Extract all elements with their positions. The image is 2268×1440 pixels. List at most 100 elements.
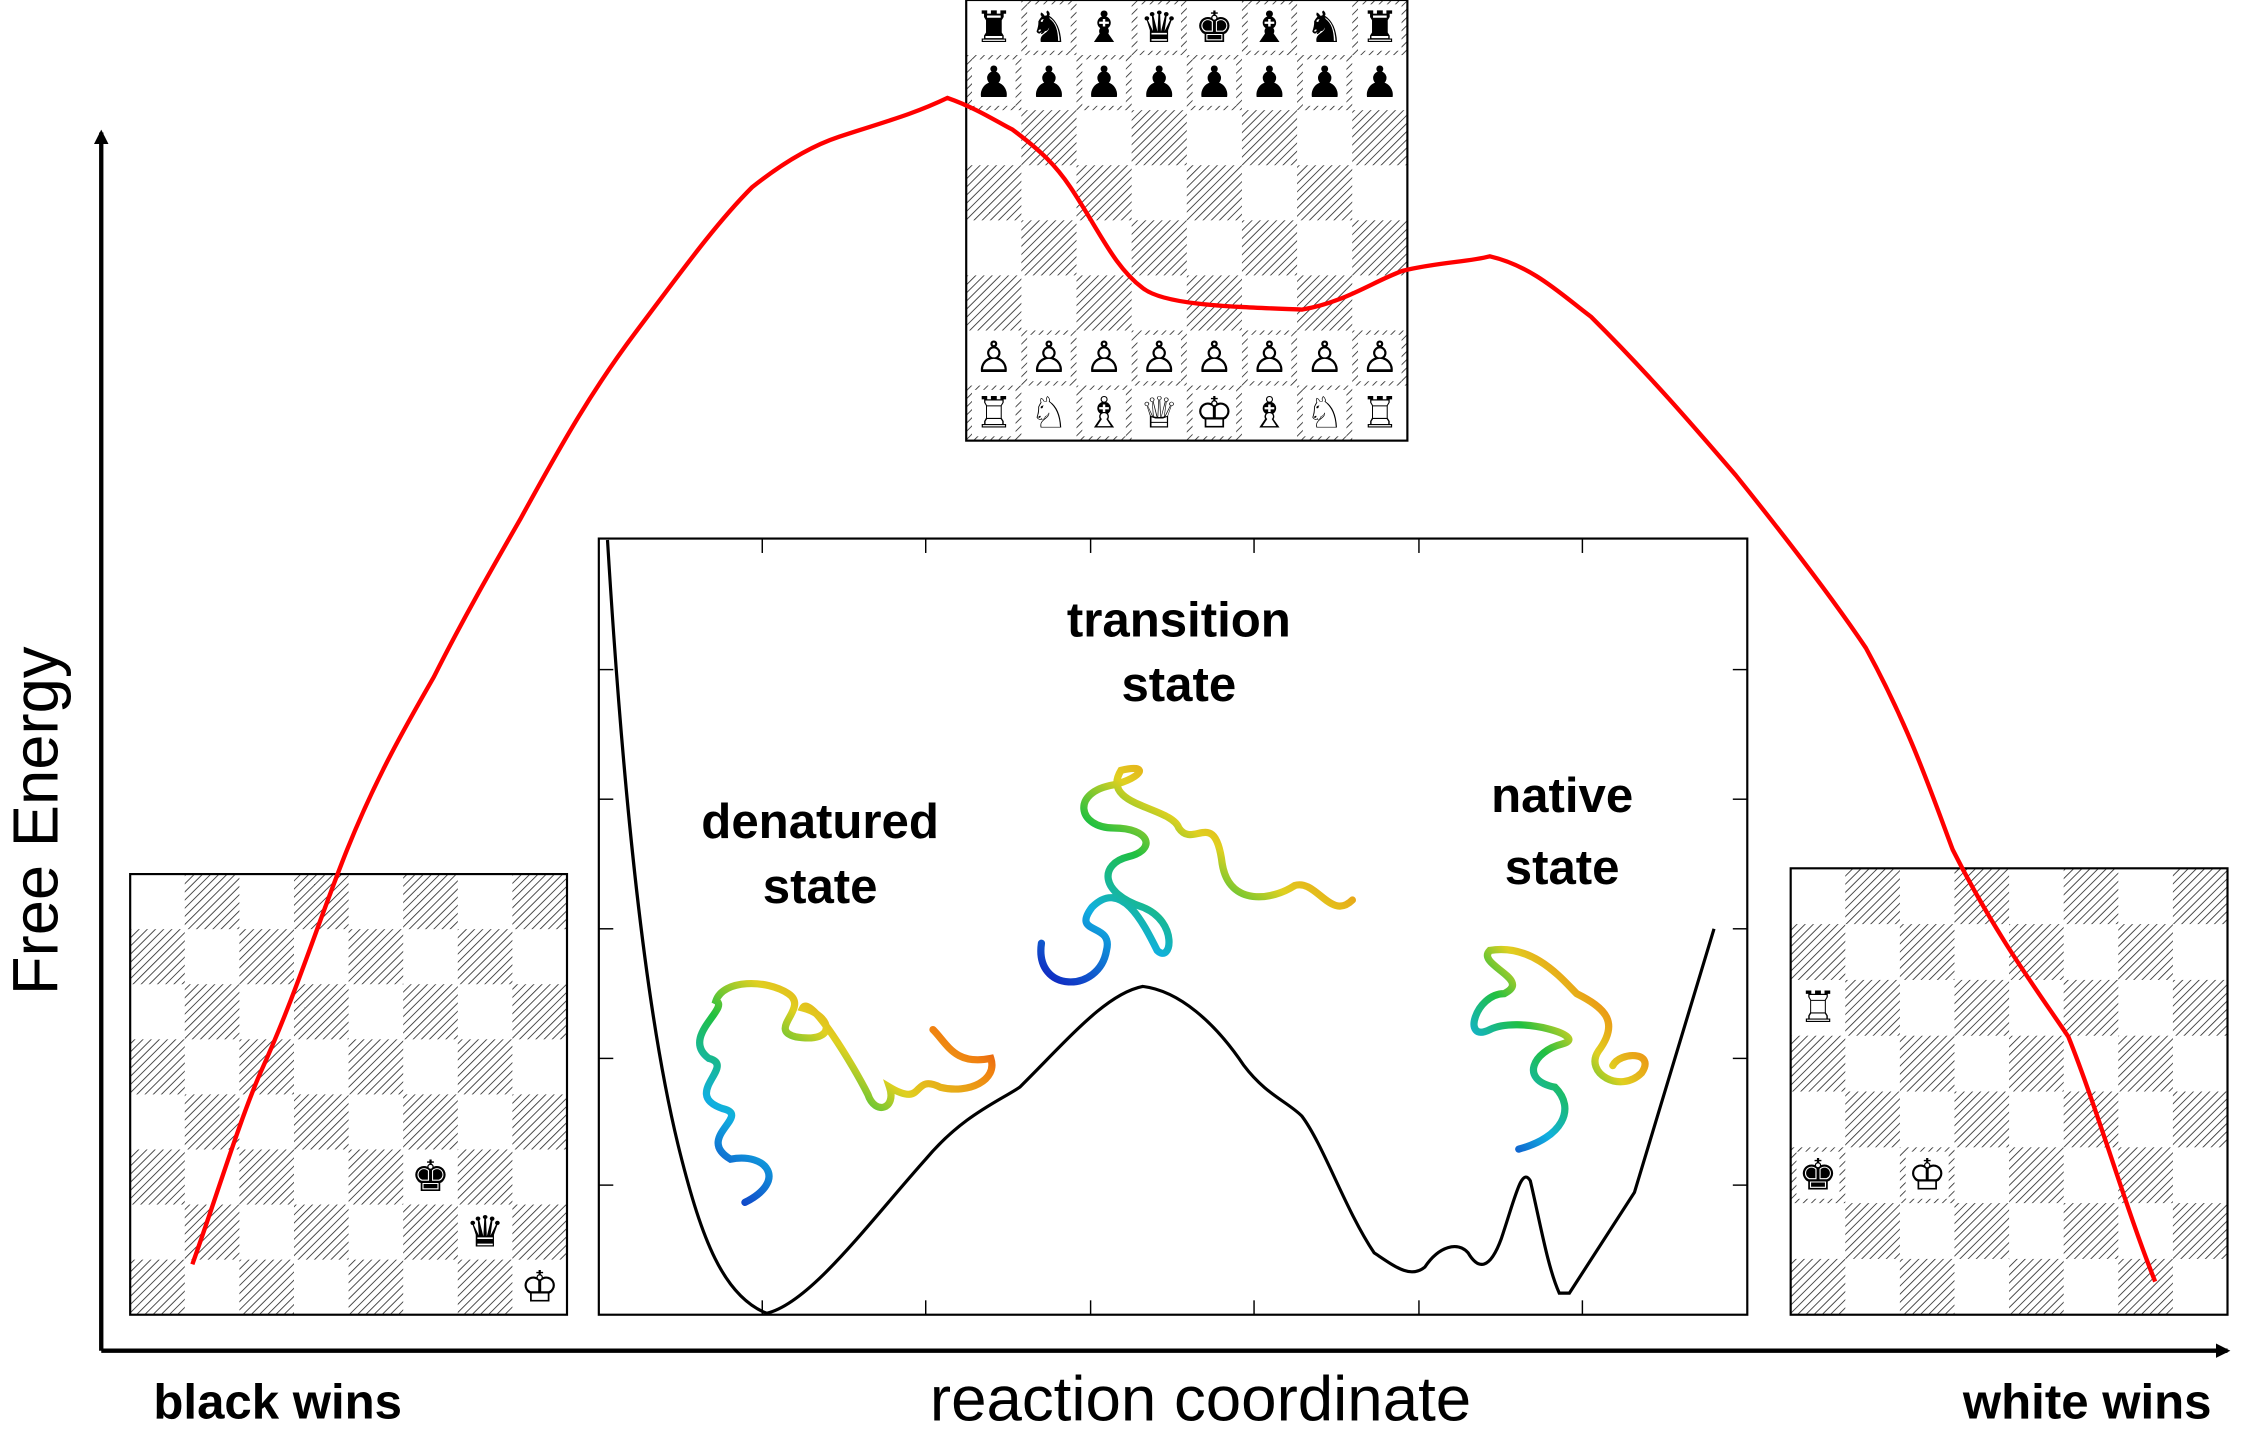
dark-square xyxy=(348,1149,404,1205)
dark-square xyxy=(293,984,349,1040)
chess-piece: ♟ xyxy=(1360,58,1399,108)
chess-piece: ♚ xyxy=(411,1152,450,1202)
dark-square xyxy=(130,1149,185,1205)
dark-square xyxy=(1790,924,1846,980)
dark-square xyxy=(966,165,1022,221)
piece-backing xyxy=(1247,59,1292,106)
piece-backing xyxy=(1082,59,1126,106)
dark-square xyxy=(1845,868,1900,925)
piece-backing xyxy=(1082,389,1126,437)
chess-piece: ♟ xyxy=(1029,58,1068,108)
boards: ♜ ♞ ♝ ♛ ♚ ♝ ♞ ♜♟ ♟ ♟ ♟ ♟ ♟ ♟ ♟♙ ♙ ♙ ♙ ♙ ♙ ♙ ♙♖ ♘ ♗ ♕ ♔ ♗ ♘ ♖♚♛♔♖♚ ♔ xyxy=(129,0,2229,1316)
inner-plot xyxy=(597,537,1749,1316)
chess-piece: ♕ xyxy=(1140,388,1179,438)
chess-piece: ♛ xyxy=(1140,3,1179,53)
piece-backing xyxy=(1302,389,1347,437)
dark-square xyxy=(403,984,458,1040)
piece-backing xyxy=(1247,389,1292,437)
chess-piece: ♟ xyxy=(1140,58,1179,108)
dark-square xyxy=(1352,220,1408,276)
dark-square xyxy=(512,1204,567,1260)
dark-square xyxy=(239,929,294,985)
dark-square xyxy=(2009,1035,2064,1092)
chess-piece: ♗ xyxy=(1085,388,1124,438)
dark-square xyxy=(293,1094,349,1150)
piece-backing xyxy=(1358,389,1402,437)
piece-backing xyxy=(1027,59,1071,106)
chess-piece: ♙ xyxy=(1085,333,1124,383)
chess-piece: ♙ xyxy=(1250,333,1289,383)
state-label: state xyxy=(763,860,878,914)
dark-square xyxy=(1790,1035,1846,1092)
dark-square xyxy=(457,929,513,985)
dark-square xyxy=(403,1094,458,1150)
piece-backing xyxy=(1082,4,1126,51)
piece-backing xyxy=(1027,334,1071,382)
dark-square xyxy=(512,1094,567,1150)
y-axis-label: Free Energy xyxy=(1,646,71,995)
dark-square xyxy=(1352,110,1408,166)
piece-backing xyxy=(1137,59,1182,106)
state-label: transition xyxy=(1067,594,1291,648)
state-label: state xyxy=(1121,658,1236,712)
state-label: native xyxy=(1491,769,1633,823)
dark-square xyxy=(293,1204,349,1260)
dark-square xyxy=(1790,1258,1846,1315)
dark-square xyxy=(2118,1147,2173,1204)
chess-piece: ♟ xyxy=(1250,58,1289,108)
chess-piece: ♞ xyxy=(1305,3,1344,53)
chess-piece: ♝ xyxy=(1250,3,1289,53)
dark-square xyxy=(2172,979,2228,1036)
dark-square xyxy=(1845,979,1900,1036)
chess-piece: ♟ xyxy=(974,58,1013,108)
board-border xyxy=(965,0,1409,442)
piece-backing xyxy=(1905,1151,1949,1199)
dark-square xyxy=(1241,110,1298,166)
dark-square xyxy=(1954,1091,2010,1148)
chess-piece: ♝ xyxy=(1085,3,1124,53)
dark-square xyxy=(348,1039,404,1095)
dark-square xyxy=(1899,924,1955,980)
piece-backing xyxy=(1358,59,1402,106)
chess-piece: ♜ xyxy=(974,3,1013,53)
dark-square xyxy=(130,1259,185,1315)
chess-piece: ♜ xyxy=(1360,3,1399,53)
dark-square xyxy=(239,1039,294,1095)
dark-square xyxy=(2009,1258,2064,1315)
chess-piece: ♔ xyxy=(520,1262,559,1312)
dark-square xyxy=(1899,1035,1955,1092)
piece-backing xyxy=(972,4,1016,51)
dark-square xyxy=(2063,979,2119,1036)
protein-native xyxy=(1470,945,1649,1153)
dark-square xyxy=(184,874,240,930)
board-border xyxy=(129,872,569,1316)
piece-backing xyxy=(1027,4,1071,51)
dark-square xyxy=(2118,1258,2173,1315)
piece-backing xyxy=(1082,334,1126,382)
piece-backing xyxy=(972,389,1016,437)
chess-piece: ♙ xyxy=(1195,333,1234,383)
dark-square xyxy=(184,984,240,1040)
piece-backing xyxy=(1796,1151,1840,1199)
dark-square xyxy=(1021,110,1077,166)
chess-piece: ♟ xyxy=(1085,58,1124,108)
dark-square xyxy=(2118,924,2173,980)
piece-backing xyxy=(972,59,1016,106)
dark-square xyxy=(2118,1035,2173,1092)
dark-square xyxy=(512,874,567,930)
piece-backing xyxy=(1302,59,1347,106)
piece-backing xyxy=(1358,4,1402,51)
dark-square xyxy=(2172,1091,2228,1148)
dark-square xyxy=(1131,220,1187,276)
dark-square xyxy=(1186,165,1242,221)
piece-backing xyxy=(1137,389,1182,437)
dark-square xyxy=(130,929,185,985)
piece-backing xyxy=(1192,4,1237,51)
dark-square xyxy=(457,1149,513,1205)
chess-piece: ♖ xyxy=(1360,388,1399,438)
state-label: state xyxy=(1505,841,1620,895)
chess-board: ♜ ♞ ♝ ♛ ♚ ♝ ♞ ♜♟ ♟ ♟ ♟ ♟ ♟ ♟ ♟♙ ♙ ♙ ♙ ♙ ♙ ♙ ♙♖ ♘ ♗ ♕ ♔ ♗ ♘ ♖ xyxy=(965,0,1409,442)
dark-square xyxy=(239,1259,294,1315)
piece-backing xyxy=(1302,4,1347,51)
dark-square xyxy=(348,1259,404,1315)
